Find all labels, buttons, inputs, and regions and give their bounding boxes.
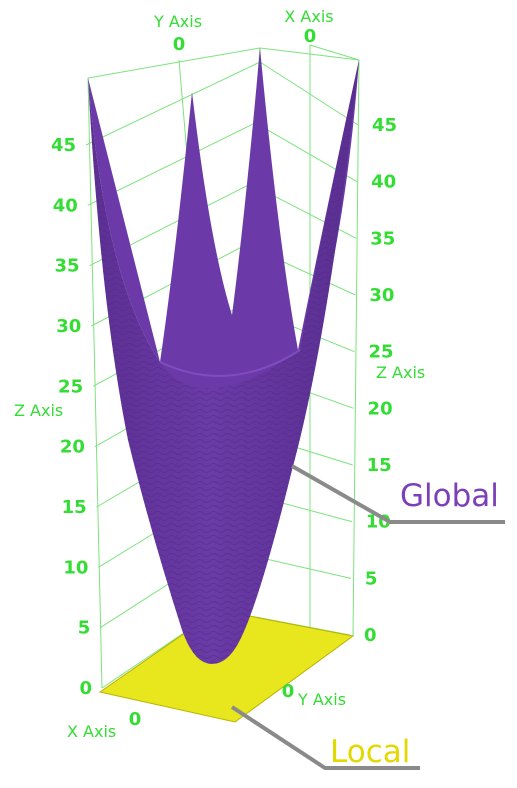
z-left-tick-25: 25 <box>58 376 83 397</box>
y-axis-top-tick: 0 <box>173 34 186 55</box>
z-right-tick-5: 5 <box>365 568 378 589</box>
global-leader-line <box>291 464 505 524</box>
z-axis-right-title: Z Axis <box>376 363 425 382</box>
grid-edge-2 <box>352 59 360 637</box>
y-axis-bottom-title: Y Axis <box>297 690 346 709</box>
z-left-tick-10: 10 <box>63 557 88 578</box>
global-callout-label: Global <box>400 478 499 514</box>
z-axis-left-title: Z Axis <box>14 401 63 420</box>
z-left-tick-5: 5 <box>78 618 91 639</box>
global-surface <box>88 48 359 664</box>
z-left-tick-35: 35 <box>54 256 79 277</box>
z-left-tick-15: 15 <box>62 497 87 518</box>
z-right-tick-40: 40 <box>371 172 396 193</box>
grid-line-back-z-45 <box>259 61 359 126</box>
x-axis-top-title: X Axis <box>284 7 333 26</box>
local-callout-label: Local <box>330 734 410 770</box>
z-left-tick-20: 20 <box>60 437 85 458</box>
local-leader-line <box>230 705 420 770</box>
x-axis-bottom-tick: 0 <box>129 709 142 730</box>
z-left-tick-45: 45 <box>51 135 76 156</box>
z-left-tick-40: 40 <box>53 195 78 216</box>
x-axis-top-tick: 0 <box>304 26 317 47</box>
local-surface <box>98 609 355 723</box>
grid-edge-0 <box>87 77 103 689</box>
z-right-tick-15: 15 <box>367 455 392 476</box>
z-right-tick-25: 25 <box>368 342 393 363</box>
z-right-tick-20: 20 <box>368 398 393 419</box>
y-axis-top-title: Y Axis <box>153 12 202 31</box>
z-axis-left-ticks: 0 5 10 15 20 25 30 35 40 45 <box>51 135 92 699</box>
z-right-tick-30: 30 <box>369 285 394 306</box>
z-right-tick-35: 35 <box>370 228 395 249</box>
global-surface-rim <box>159 349 301 377</box>
z-right-tick-45: 45 <box>372 115 397 136</box>
z-left-tick-0: 0 <box>79 678 92 699</box>
grid-top-rim <box>87 44 360 79</box>
x-axis-bottom-title: X Axis <box>67 722 116 741</box>
z-left-tick-30: 30 <box>56 316 81 337</box>
z-right-tick-0: 0 <box>364 625 377 646</box>
y-axis-bottom-tick: 0 <box>282 681 295 702</box>
grid-line-z-45 <box>85 61 261 146</box>
global-surface-texture <box>88 60 359 664</box>
